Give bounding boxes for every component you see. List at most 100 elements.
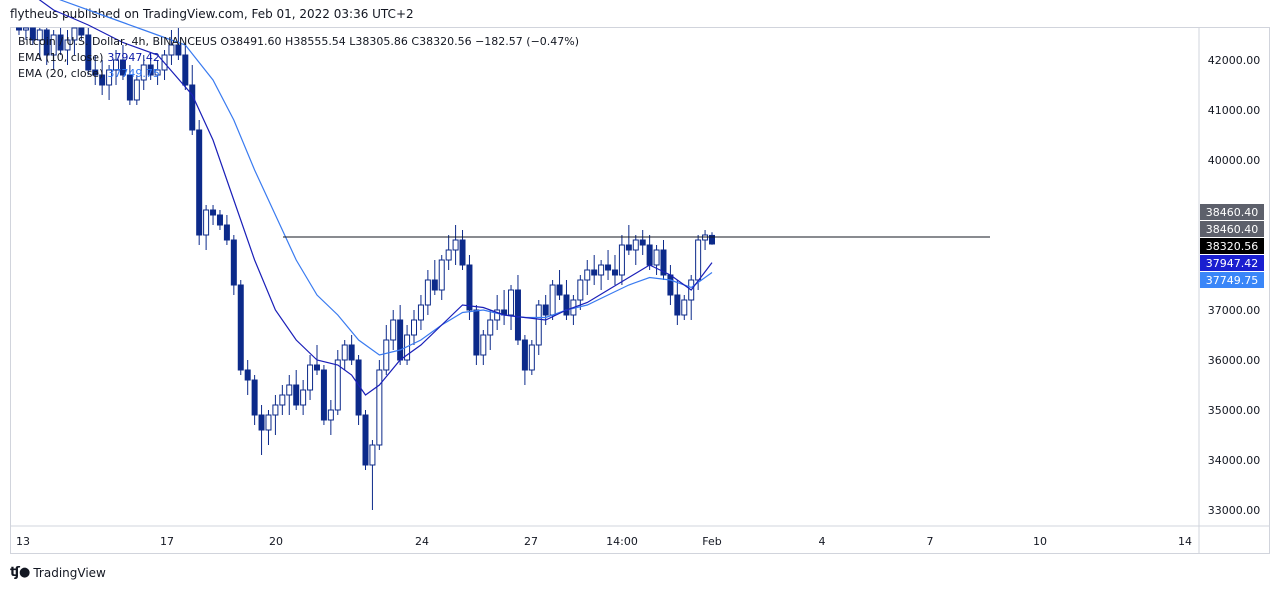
candle-body-down bbox=[625, 244, 632, 251]
candle bbox=[126, 65, 133, 105]
price-tag: 38460.40 bbox=[1200, 204, 1264, 220]
price-tick-label: 35000.00 bbox=[1208, 404, 1261, 417]
candle bbox=[397, 305, 404, 365]
candle bbox=[563, 280, 570, 320]
candle-body-down bbox=[646, 244, 653, 266]
candle bbox=[57, 28, 64, 55]
candle-body-down bbox=[57, 34, 64, 51]
candle-body-down bbox=[521, 339, 528, 371]
candle-body-up bbox=[487, 319, 494, 336]
candle bbox=[78, 27, 85, 40]
candle-body-up bbox=[272, 404, 279, 416]
candle bbox=[639, 230, 646, 255]
candle bbox=[570, 295, 577, 325]
price-tick-label: 40000.00 bbox=[1208, 154, 1261, 167]
candle bbox=[487, 310, 494, 350]
candle bbox=[459, 230, 466, 270]
candle-body-down bbox=[251, 379, 258, 416]
candle-body-down bbox=[182, 54, 189, 86]
candle bbox=[182, 45, 189, 90]
candle bbox=[29, 27, 36, 45]
candle bbox=[189, 65, 196, 135]
candle-body-down bbox=[709, 234, 715, 245]
candle-body-up bbox=[383, 339, 390, 371]
candle bbox=[300, 380, 307, 415]
price-axis[interactable]: 42000.00 41000.00 40000.00 37000.00 36000.00… bbox=[1208, 54, 1261, 517]
time-tick-label: 24 bbox=[415, 535, 429, 548]
price-tag: 38320.56 bbox=[1200, 238, 1264, 254]
price-tag-text: 38320.56 bbox=[1206, 240, 1259, 253]
candle-body-down bbox=[313, 364, 320, 371]
price-tag: 37749.75 bbox=[1200, 272, 1264, 288]
footer-brand[interactable]: ʧ● TradingView bbox=[10, 565, 106, 580]
candle bbox=[667, 265, 674, 305]
candle bbox=[618, 235, 625, 285]
candle bbox=[293, 370, 300, 410]
ema20-line bbox=[59, 0, 713, 356]
chart-frame[interactable] bbox=[10, 27, 1270, 554]
candle-body-down bbox=[92, 69, 99, 76]
ema20-legend-row[interactable]: EMA (20, close) 37749.75 bbox=[18, 66, 579, 82]
candle-body-up bbox=[133, 79, 140, 101]
candle bbox=[452, 225, 459, 265]
candle bbox=[327, 400, 334, 435]
candle bbox=[611, 255, 618, 285]
candle-body-down bbox=[563, 294, 570, 316]
ema10-legend-row[interactable]: EMA (10, close) 37947.42 bbox=[18, 50, 579, 66]
candle-body-down bbox=[556, 284, 563, 296]
candle-body-down bbox=[611, 269, 618, 276]
candle-body-up bbox=[508, 289, 515, 316]
candle bbox=[286, 375, 293, 415]
candle bbox=[584, 260, 591, 295]
candle bbox=[411, 310, 418, 345]
ema10-line bbox=[38, 0, 713, 396]
candle-body-down bbox=[293, 384, 300, 406]
candle-body-up bbox=[417, 304, 424, 321]
candles-group bbox=[16, 27, 715, 510]
price-tag-bg bbox=[1200, 204, 1264, 220]
candle-body-up bbox=[307, 364, 314, 391]
candle bbox=[43, 28, 50, 65]
time-tick-label: 17 bbox=[160, 535, 174, 548]
time-tick-label: 20 bbox=[269, 535, 283, 548]
candle-body-up bbox=[376, 369, 383, 446]
candle-body-down bbox=[660, 249, 667, 276]
time-axis[interactable]: 13 17 20 24 27 14:00 Feb 4 7 10 14 bbox=[16, 535, 1192, 548]
candle bbox=[210, 205, 217, 225]
candle-body-down bbox=[43, 29, 50, 56]
candle bbox=[16, 27, 22, 35]
candle-body-up bbox=[279, 394, 286, 406]
candle-body-up bbox=[50, 34, 57, 56]
candle bbox=[237, 280, 244, 375]
candle bbox=[216, 210, 223, 230]
candle bbox=[113, 50, 120, 85]
candle bbox=[390, 310, 397, 350]
candle-body-up bbox=[438, 259, 445, 291]
candle bbox=[501, 290, 508, 325]
candle bbox=[556, 270, 563, 300]
candle-body-up bbox=[618, 244, 625, 276]
candle-body-up bbox=[203, 209, 210, 236]
time-tick-label: Feb bbox=[702, 535, 721, 548]
ema20-value: 37749.75 bbox=[107, 67, 160, 80]
candle bbox=[64, 30, 71, 65]
candle-body-down bbox=[175, 44, 182, 56]
candle-body-down bbox=[348, 344, 355, 361]
ema10-label: EMA (10, close) bbox=[18, 51, 104, 64]
price-tick-label: 37000.00 bbox=[1208, 304, 1261, 317]
candle-body-up bbox=[653, 249, 660, 266]
candle bbox=[348, 335, 355, 365]
price-tick-label: 34000.00 bbox=[1208, 454, 1261, 467]
candle bbox=[341, 340, 348, 370]
price-tag: 38460.40 bbox=[1200, 221, 1264, 237]
time-tick-label: 4 bbox=[819, 535, 826, 548]
candle-body-up bbox=[140, 64, 147, 81]
candle bbox=[50, 30, 57, 70]
symbol-line[interactable]: Bitcoin / U.S. Dollar, 4h, BINANCEUS O38… bbox=[18, 34, 579, 50]
candle bbox=[702, 230, 709, 250]
candle-body-up bbox=[452, 239, 459, 251]
candle bbox=[106, 65, 113, 100]
price-tag-text: 37947.42 bbox=[1206, 257, 1259, 270]
candle-body-up bbox=[154, 69, 161, 76]
